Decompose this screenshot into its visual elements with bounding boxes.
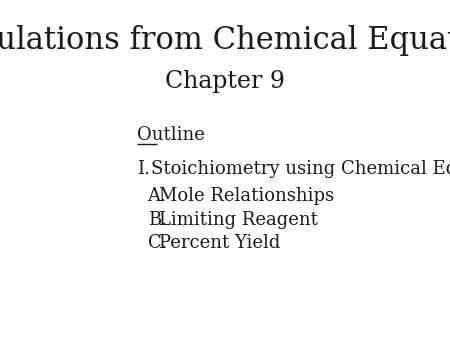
Text: I.: I. <box>137 160 150 178</box>
Text: A.: A. <box>148 187 166 205</box>
Text: Limiting Reagent: Limiting Reagent <box>159 211 318 229</box>
Text: B.: B. <box>148 211 166 229</box>
Text: Percent Yield: Percent Yield <box>159 234 280 252</box>
Text: Mole Relationships: Mole Relationships <box>159 187 334 205</box>
Text: Chapter 9: Chapter 9 <box>165 70 285 93</box>
Text: Stoichiometry using Chemical Equations: Stoichiometry using Chemical Equations <box>151 160 450 178</box>
Text: Calculations from Chemical Equations: Calculations from Chemical Equations <box>0 25 450 56</box>
Text: Outline: Outline <box>137 126 205 144</box>
Text: C.: C. <box>148 234 166 252</box>
